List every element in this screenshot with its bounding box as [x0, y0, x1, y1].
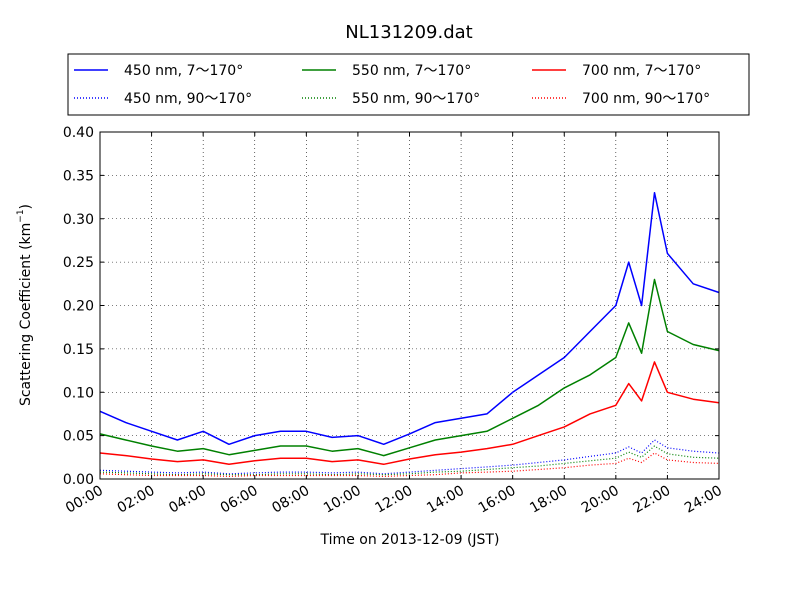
series-line-1 [99, 278, 720, 457]
legend-label: 700 nm, 7～170° [582, 63, 701, 79]
legend-frame [67, 53, 750, 116]
legend: 450 nm, 7～170° 550 nm, 7～170° 700 nm, 7～17… [67, 53, 750, 116]
series-line-3 [99, 439, 720, 475]
y-tick-label: 0.20 [63, 299, 94, 315]
y-tick-label: 0.00 [63, 472, 94, 488]
legend-label: 550 nm, 7～170° [352, 63, 471, 79]
y-tick-label: 0.05 [63, 429, 94, 445]
y-tick-label: 0.25 [63, 255, 94, 271]
y-tick-label: 0.10 [63, 385, 94, 401]
y-axis-label-main: Scattering Coefficient (km [18, 223, 34, 406]
legend-label: 450 nm, 90～170° [124, 91, 252, 107]
series-line-0 [99, 191, 720, 446]
series-line-2 [99, 361, 720, 466]
y-axis-label: Scattering Coefficient (km−1) [16, 204, 34, 406]
y-tick-label: 0.30 [63, 212, 94, 228]
x-axis-label: Time on 2013-12-09 (JST) [320, 532, 500, 548]
series-lines [99, 191, 720, 477]
series-line-5 [99, 452, 720, 477]
y-axis-label-close: ) [18, 204, 34, 209]
y-tick-label: 0.40 [63, 125, 94, 141]
legend-label: 450 nm, 7～170° [124, 63, 243, 79]
legend-label: 550 nm, 90～170° [352, 91, 480, 107]
series-line-4 [99, 445, 720, 476]
chart-title: NL131209.dat [345, 22, 472, 43]
y-axis-label-sup: −1 [16, 209, 26, 222]
legend-label: 700 nm, 90～170° [582, 91, 710, 107]
y-tick-label: 0.35 [63, 168, 94, 184]
y-tick-label: 0.15 [63, 342, 94, 358]
